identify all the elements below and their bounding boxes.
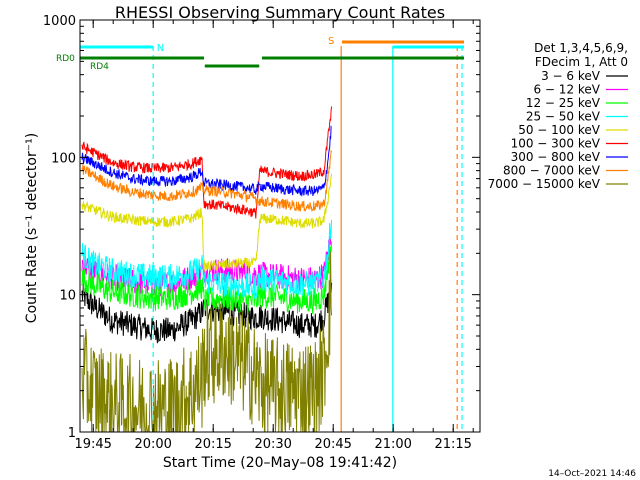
legend-entry-label-5: 100 − 300 keV bbox=[511, 137, 601, 151]
state-label-rd4: RD4 bbox=[90, 62, 109, 72]
data-layer: N S RD0 RD4 bbox=[56, 36, 464, 433]
x-tick-label-3: 20:30 bbox=[254, 437, 291, 452]
x-axis-label: Start Time (20–May–08 19:41:42) bbox=[163, 455, 397, 471]
legend-header-line1: Det 1,3,4,5,6,9, bbox=[534, 41, 628, 55]
plot-frame bbox=[79, 19, 481, 433]
legend-entry-label-3: 25 − 50 keV bbox=[526, 110, 601, 124]
y-tick-label-0: 1 bbox=[68, 426, 76, 441]
chart-title: RHESSI Observing Summary Count Rates bbox=[115, 3, 445, 22]
legend-entry-label-6: 300 − 800 keV bbox=[511, 150, 601, 164]
series-line-3 bbox=[81, 219, 333, 299]
legend-entry-label-4: 50 − 100 keV bbox=[518, 123, 601, 137]
legend-entry-label-2: 12 − 25 keV bbox=[526, 96, 601, 110]
y-axis-label: Count Rate (s⁻¹ detector⁻¹) bbox=[24, 133, 40, 323]
series-line-6 bbox=[81, 125, 332, 198]
series-line-4 bbox=[81, 173, 333, 272]
state-label-rd0: RD0 bbox=[56, 54, 75, 64]
x-tick-label-4: 20:45 bbox=[314, 437, 351, 452]
x-tick-label-6: 21:15 bbox=[434, 437, 471, 452]
x-tick-label-1: 20:00 bbox=[134, 437, 171, 452]
x-tick-label-0: 19:45 bbox=[74, 437, 111, 452]
legend-header-line2: FDecim 1, Att 0 bbox=[535, 55, 628, 69]
legend: Det 1,3,4,5,6,9, FDecim 1, Att 0 3 − 6 k… bbox=[488, 41, 628, 191]
series-line-5 bbox=[81, 106, 333, 219]
series-line-1 bbox=[81, 235, 333, 298]
state-label-s: S bbox=[328, 36, 334, 47]
legend-entry-label-1: 6 − 12 keV bbox=[533, 83, 600, 97]
series-line-8 bbox=[81, 251, 333, 433]
state-label-n: N bbox=[157, 43, 164, 54]
y-tick-label-3: 1000 bbox=[43, 14, 76, 29]
y-tick-label-2: 100 bbox=[51, 151, 76, 166]
x-tick-label-2: 20:15 bbox=[194, 437, 231, 452]
axes-layer: 1 10 100 1000 19:45 20:00 20:15 20:30 20:45 21:00… bbox=[43, 14, 481, 452]
footer-date: 14–Oct–2021 14:46 bbox=[548, 469, 636, 479]
legend-entry-label-7: 800 − 7000 keV bbox=[503, 164, 601, 178]
y-tick-label-1: 10 bbox=[59, 289, 76, 304]
series-line-2 bbox=[81, 241, 333, 315]
legend-entry-label-8: 7000 − 15000 keV bbox=[488, 177, 601, 191]
legend-entry-label-0: 3 − 6 keV bbox=[541, 69, 601, 83]
series-line-7 bbox=[81, 149, 333, 212]
x-tick-label-5: 21:00 bbox=[374, 437, 411, 452]
